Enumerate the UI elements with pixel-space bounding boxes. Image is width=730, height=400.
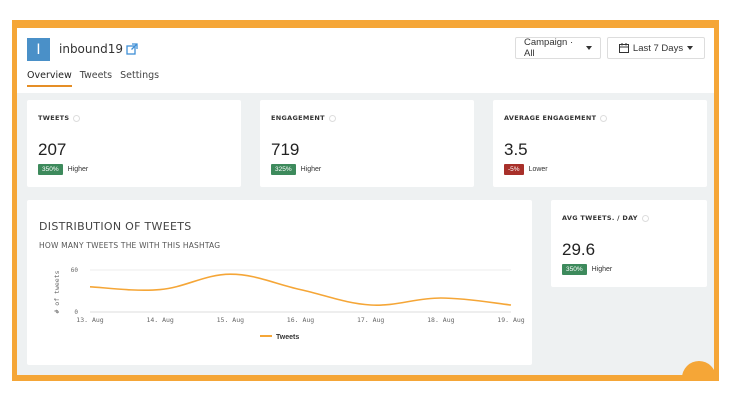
date-range-dropdown[interactable]: Last 7 Days: [607, 37, 705, 59]
calendar-icon: [618, 43, 629, 53]
info-icon[interactable]: [328, 114, 336, 122]
campaign-filter-label: Campaign · All: [524, 37, 574, 59]
stat-label: ENGAGEMENT: [271, 114, 325, 122]
x-tick-label: 16. Aug: [287, 316, 314, 324]
date-range-label: Last 7 Days: [632, 42, 684, 54]
change-badge: 350%: [562, 264, 587, 275]
distribution-subtitle: HOW MANY TWEETS THE WITH THIS HASHTAG: [39, 241, 221, 250]
stat-label: AVG TWEETS. / DAY: [562, 214, 638, 222]
tab-bar: Overview Tweets Settings: [27, 70, 159, 87]
stat-change: 350% Higher: [562, 264, 612, 275]
account-name-link[interactable]: inbound19: [59, 42, 138, 56]
y-axis-label: # of tweets: [53, 270, 61, 313]
x-tick-label: 14. Aug: [146, 316, 173, 324]
stat-value: 719: [271, 140, 300, 159]
header: I inbound19 Overview Tweets Settings Cam…: [17, 28, 714, 93]
change-badge: -5%: [504, 164, 524, 175]
chat-launcher-button[interactable]: [682, 361, 714, 375]
series-line-tweets: [89, 273, 512, 306]
y-tick-label: 0: [74, 309, 78, 316]
avatar[interactable]: I: [27, 38, 50, 61]
campaign-filter-dropdown[interactable]: Campaign · All: [515, 37, 601, 59]
stat-value: 207: [38, 140, 67, 159]
stat-label: AVERAGE ENGAGEMENT: [504, 114, 597, 122]
change-direction: Higher: [67, 166, 89, 173]
account-name: inbound19: [59, 42, 123, 56]
stat-card-average-engagement: AVERAGE ENGAGEMENT 3.5 -5% Lower: [493, 100, 707, 187]
distribution-title: DISTRIBUTION OF TWEETS: [39, 220, 192, 233]
x-tick-label: 19. Aug: [497, 316, 524, 324]
stat-card-engagement: ENGAGEMENT 719 325% Higher: [260, 100, 474, 187]
stat-value: 3.5: [504, 140, 528, 159]
legend-label: Tweets: [276, 334, 299, 341]
y-tick-label: 60: [71, 267, 79, 274]
dashboard: I inbound19 Overview Tweets Settings Cam…: [17, 28, 714, 375]
stat-label: TWEETS: [38, 114, 70, 122]
stat-label-wrap: TWEETS: [38, 114, 81, 122]
caret-down-icon: [586, 46, 592, 50]
x-tick-label: 13. Aug: [76, 316, 103, 324]
change-direction: Higher: [591, 266, 613, 273]
info-icon[interactable]: [641, 214, 649, 222]
stat-change: 325% Higher: [271, 164, 321, 175]
stat-label-wrap: ENGAGEMENT: [271, 114, 336, 122]
stat-card-tweets: TWEETS 207 350% Higher: [27, 100, 241, 187]
external-link-icon: [126, 43, 138, 55]
tab-overview[interactable]: Overview: [27, 70, 72, 87]
caret-down-icon: [687, 46, 694, 50]
change-direction: Higher: [300, 166, 322, 173]
x-tick-label: 17. Aug: [357, 316, 384, 324]
change-direction: Lower: [528, 166, 548, 173]
tab-tweets[interactable]: Tweets: [79, 70, 113, 81]
info-icon[interactable]: [73, 114, 81, 122]
change-badge: 325%: [271, 164, 296, 175]
stat-card-avg-tweets-per-day: AVG TWEETS. / DAY 29.6 350% Higher: [551, 200, 707, 287]
tab-settings[interactable]: Settings: [120, 70, 160, 81]
stat-label-wrap: AVG TWEETS. / DAY: [562, 214, 649, 222]
stat-label-wrap: AVERAGE ENGAGEMENT: [504, 114, 608, 122]
info-icon[interactable]: [600, 114, 608, 122]
x-tick-label: 15. Aug: [217, 316, 244, 324]
x-tick-label: 18. Aug: [427, 316, 454, 324]
stat-value: 29.6: [562, 240, 596, 259]
tweets-line-chart: 0 60 # of tweets 13. Aug 14. Aug 15. Aug 16. A…: [53, 267, 525, 341]
stat-change: 350% Higher: [38, 164, 88, 175]
change-badge: 350%: [38, 164, 63, 175]
stat-change: -5% Lower: [504, 164, 548, 175]
distribution-card: DISTRIBUTION OF TWEETS HOW MANY TWEETS T…: [27, 200, 532, 365]
